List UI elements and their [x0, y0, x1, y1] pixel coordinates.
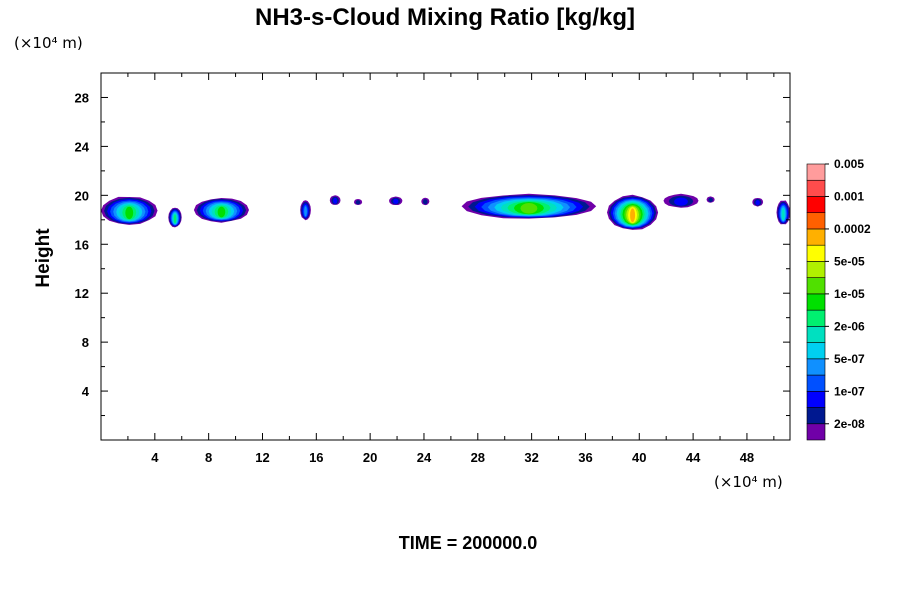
cloud-region — [300, 200, 311, 221]
colorbar-swatch — [806, 407, 826, 425]
y-axis-label: Height — [33, 228, 54, 288]
time-label: TIME = 200000.0 — [399, 533, 538, 553]
cloud-region — [461, 193, 597, 219]
y-tick-label: 20 — [75, 188, 89, 203]
y-tick-label: 8 — [82, 335, 89, 350]
colorbar-swatch — [806, 212, 826, 230]
x-tick-label: 16 — [309, 450, 323, 465]
colorbar-swatch — [806, 196, 826, 214]
contour-band — [217, 206, 226, 218]
y-tick-label: 4 — [82, 384, 90, 399]
x-tick-label: 32 — [524, 450, 538, 465]
x-tick-label: 36 — [578, 450, 592, 465]
colorbar-label: 2e-06 — [834, 319, 865, 333]
colorbar-swatch — [806, 244, 826, 262]
colorbar-swatch — [806, 423, 826, 441]
contour-band — [355, 200, 361, 205]
colorbar-swatch — [806, 374, 826, 392]
colorbar-swatch — [806, 326, 826, 343]
chart-title: NH3-s-Cloud Mixing Ratio [kg/kg] — [255, 4, 635, 31]
colorbar-label: 0.005 — [834, 157, 864, 171]
colorbar-label: 2e-08 — [834, 417, 865, 431]
colorbar-swatch — [806, 163, 826, 181]
y-tick-label: 24 — [75, 139, 90, 154]
contour-band — [333, 197, 338, 204]
y-tick-label: 12 — [75, 286, 89, 301]
y-tick-label: 16 — [75, 237, 89, 252]
contour-band — [708, 197, 713, 203]
x-unit-label: (×10⁴ m) — [714, 473, 783, 491]
colorbar-swatch — [806, 228, 826, 246]
colorbar-swatch — [806, 179, 826, 197]
cloud-region — [101, 196, 158, 225]
cloud-region — [389, 196, 403, 205]
colorbar-swatch — [806, 390, 826, 408]
cloud-region — [329, 195, 341, 205]
colorbar-label: 0.001 — [834, 189, 864, 203]
x-tick-label: 28 — [471, 450, 485, 465]
colorbar-label: 0.0002 — [834, 222, 871, 236]
cloud-region — [752, 198, 764, 207]
x-tick-label: 44 — [686, 450, 701, 465]
x-tick-label: 40 — [632, 450, 646, 465]
plot-frame — [100, 72, 791, 441]
contour-band — [782, 208, 785, 220]
colorbar-swatch — [806, 261, 826, 278]
colorbar-label: 1e-07 — [834, 384, 865, 398]
x-tick-label: 24 — [417, 450, 432, 465]
x-tick-label: 4 — [151, 450, 159, 465]
colorbar-label: 1e-05 — [834, 287, 865, 301]
colorbar-swatch — [806, 293, 826, 311]
colorbar-swatch — [806, 309, 826, 327]
x-tick-label: 12 — [255, 450, 269, 465]
cloud-region — [663, 193, 699, 208]
cloud-region — [168, 207, 182, 228]
x-tick-label: 8 — [205, 450, 212, 465]
contour-band — [174, 214, 177, 224]
contour-band — [674, 197, 688, 206]
colorbar-swatch — [806, 358, 826, 376]
cloud-region — [607, 194, 659, 230]
colorbar-swatch — [806, 342, 826, 360]
x-tick-label: 20 — [363, 450, 377, 465]
y-unit-label: (×10⁴ m) — [14, 34, 83, 52]
contour-band — [423, 199, 428, 205]
contour-band — [393, 198, 399, 204]
cloud-region — [193, 198, 249, 223]
contour-band — [304, 206, 307, 217]
colorbar: 2e-08 1e-07 5e-07 2e-06 1e-05 5e-05 0.0002 0.00… — [806, 157, 871, 441]
cloud-region — [421, 197, 430, 206]
contour-band — [755, 200, 760, 206]
contour-band — [520, 203, 538, 214]
cloud-region — [354, 199, 363, 205]
cloud-region — [776, 200, 790, 225]
colorbar-label: 5e-07 — [834, 352, 865, 366]
colorbar-label: 5e-05 — [834, 254, 865, 268]
colorbar-swatch — [806, 277, 826, 295]
x-tick-label: 48 — [740, 450, 754, 465]
contour-band — [630, 208, 636, 223]
cloud-contours — [101, 193, 790, 230]
contour-band — [125, 206, 134, 220]
cloud-region — [706, 196, 715, 203]
y-tick-label: 28 — [75, 90, 89, 105]
